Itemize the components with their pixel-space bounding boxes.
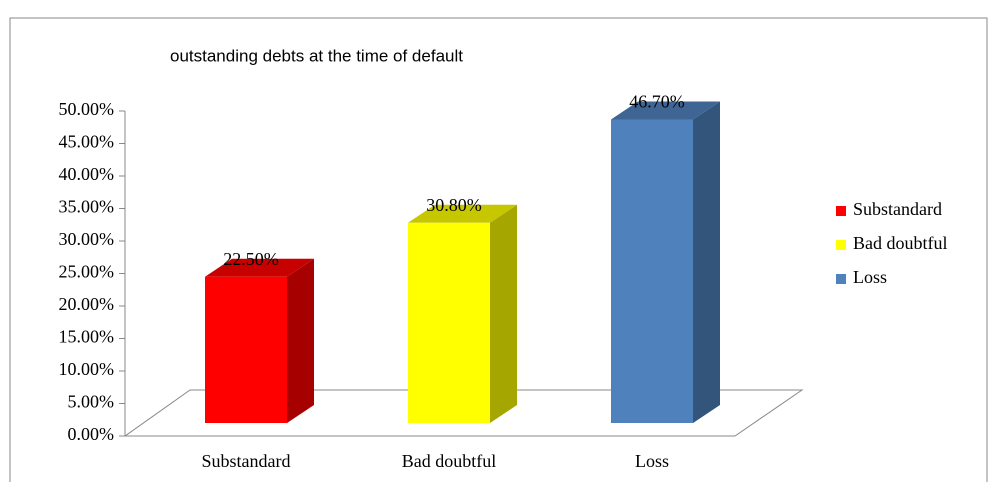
- bar: [205, 276, 287, 423]
- bar-side: [287, 258, 314, 423]
- bar: [408, 222, 490, 423]
- y-tick-label: 5.00%: [68, 392, 115, 412]
- y-tick-label: 45.00%: [59, 132, 115, 152]
- x-tick-label: Loss: [635, 451, 669, 471]
- bar-top: [611, 101, 720, 120]
- bar-side: [693, 101, 720, 423]
- bar-side: [490, 204, 517, 423]
- legend-swatch: [836, 240, 846, 250]
- y-tick-label: 50.00%: [59, 99, 115, 119]
- chart-frame: [9, 17, 988, 482]
- bar: [611, 119, 693, 423]
- y-tick-label: 35.00%: [59, 197, 115, 217]
- value-label: 46.70%: [629, 92, 685, 112]
- x-tick-label: Substandard: [202, 451, 291, 471]
- y-tick-label: 25.00%: [59, 262, 115, 282]
- y-tick-label: 40.00%: [59, 164, 115, 184]
- legend-swatch: [836, 206, 846, 216]
- legend-label: Bad doubtful: [853, 233, 948, 253]
- value-label: 30.80%: [426, 195, 482, 215]
- y-tick-label: 0.00%: [68, 424, 115, 444]
- legend-label: Substandard: [853, 199, 942, 219]
- legend-label: Loss: [853, 267, 887, 287]
- y-tick-label: 20.00%: [59, 294, 115, 314]
- bar-top: [408, 204, 517, 223]
- legend-swatch: [836, 274, 846, 284]
- y-tick-label: 10.00%: [59, 359, 115, 379]
- y-tick-label: 30.00%: [59, 229, 115, 249]
- chart-title: outstanding debts at the time of default: [170, 46, 463, 65]
- x-tick-label: Bad doubtful: [402, 451, 497, 471]
- floor: [123, 389, 804, 437]
- value-label: 22.50%: [223, 249, 279, 269]
- y-tick-label: 15.00%: [59, 327, 115, 347]
- bar-top: [205, 258, 314, 277]
